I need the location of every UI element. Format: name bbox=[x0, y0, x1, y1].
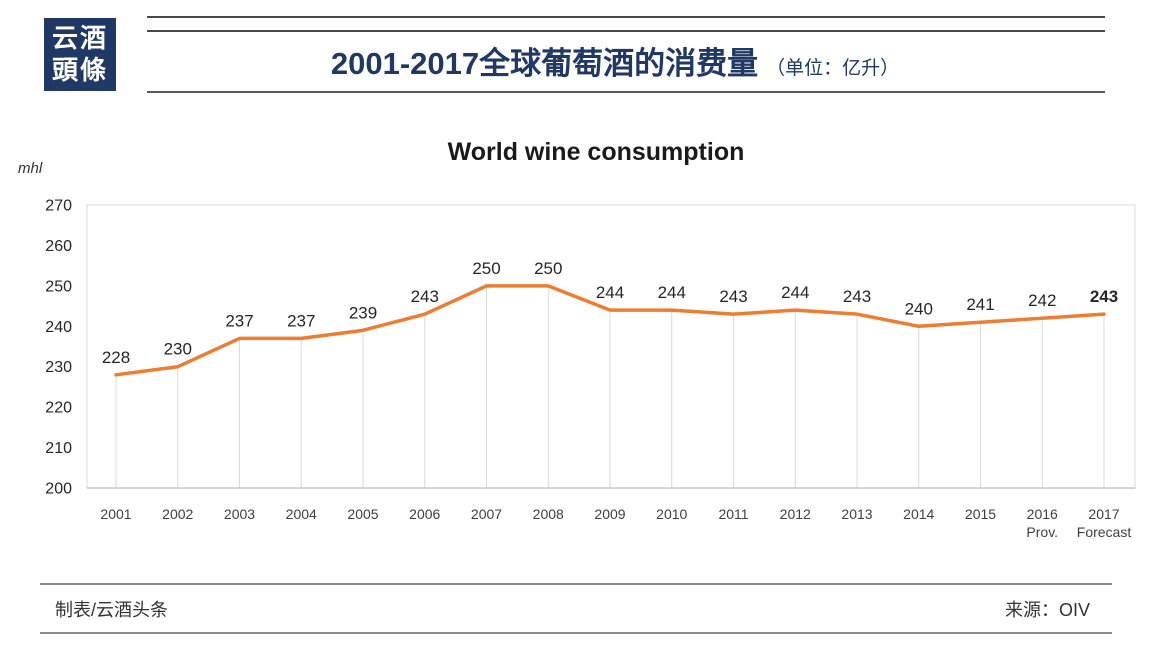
brand-logo-line2: 頭條 bbox=[51, 55, 108, 85]
x-tick-label: 2006 bbox=[409, 506, 440, 522]
header-rule-top-1 bbox=[147, 16, 1105, 18]
plot-area-border bbox=[86, 204, 1136, 489]
brand-logo: 云酒 頭條 bbox=[44, 18, 116, 91]
y-axis-unit-label: mhl bbox=[18, 160, 43, 177]
x-tick-label: 2004 bbox=[286, 506, 317, 522]
y-tick-label: 240 bbox=[45, 319, 72, 336]
data-label: 230 bbox=[164, 340, 192, 359]
data-label: 243 bbox=[843, 287, 871, 306]
footer-rule-top bbox=[40, 583, 1112, 585]
x-tick-label: 2008 bbox=[533, 506, 564, 522]
y-tick-label: 250 bbox=[45, 278, 72, 295]
y-tick-label: 230 bbox=[45, 359, 72, 376]
x-tick-label: 2005 bbox=[347, 506, 378, 522]
data-label: 243 bbox=[719, 287, 747, 306]
x-tick-label: 2011 bbox=[718, 506, 748, 522]
chart-title: World wine consumption bbox=[447, 138, 745, 166]
x-tick-label: 2014 bbox=[903, 506, 934, 522]
data-label: 250 bbox=[534, 259, 562, 278]
wine-consumption-line bbox=[114, 284, 1106, 377]
header-rule-top-2 bbox=[147, 30, 1105, 32]
y-tick-label: 270 bbox=[45, 198, 72, 215]
x-tick-label: Prov. bbox=[1026, 524, 1058, 540]
x-tick-label: 2017 bbox=[1088, 506, 1119, 522]
data-label: 243 bbox=[1090, 287, 1118, 306]
x-tick-label: 2003 bbox=[224, 506, 255, 522]
header-rule-bottom bbox=[147, 91, 1105, 93]
data-label: 244 bbox=[781, 283, 809, 302]
data-label: 250 bbox=[472, 259, 500, 278]
page-title-text: 2001-2017全球葡萄酒的消费量 bbox=[330, 46, 759, 81]
page-title: 2001-2017全球葡萄酒的消费量 （单位：亿升） bbox=[145, 38, 1085, 84]
data-label: 242 bbox=[1028, 291, 1056, 310]
y-tick-label: 260 bbox=[45, 238, 72, 255]
data-label: 241 bbox=[966, 295, 994, 314]
footer-credit: 制表/云酒头条 bbox=[55, 600, 169, 620]
y-tick-label: 220 bbox=[45, 400, 72, 417]
x-tick-label: 2010 bbox=[656, 506, 687, 522]
page-title-unit-note: （单位：亿升） bbox=[766, 58, 900, 79]
data-label: 237 bbox=[225, 311, 253, 330]
data-label: 240 bbox=[905, 299, 933, 318]
x-tick-label: Forecast bbox=[1077, 524, 1132, 540]
x-tick-label: 2015 bbox=[965, 506, 996, 522]
x-tick-label: 2016 bbox=[1027, 506, 1058, 522]
x-tick-label: 2009 bbox=[594, 506, 625, 522]
data-label: 244 bbox=[596, 283, 624, 302]
data-label: 243 bbox=[411, 287, 439, 306]
x-tick-label: 2012 bbox=[780, 506, 811, 522]
y-tick-label: 200 bbox=[45, 481, 72, 498]
data-label: 237 bbox=[287, 311, 315, 330]
data-label: 244 bbox=[658, 283, 686, 302]
x-tick-label: 2001 bbox=[100, 506, 131, 522]
data-label: 239 bbox=[349, 303, 377, 322]
footer-rule-bottom bbox=[40, 632, 1112, 634]
data-label: 228 bbox=[102, 348, 130, 367]
footer-source: 来源：OIV bbox=[1004, 600, 1090, 620]
y-tick-label: 210 bbox=[45, 440, 72, 457]
brand-logo-line1: 云酒 bbox=[51, 24, 108, 54]
x-tick-label: 2007 bbox=[471, 506, 502, 522]
wine-consumption-chart: 200 210 220 230 240 250 260 270 228 230 237 237 239 2… bbox=[45, 198, 1136, 540]
x-tick-label: 2013 bbox=[841, 506, 872, 522]
x-tick-label: 2002 bbox=[162, 506, 193, 522]
